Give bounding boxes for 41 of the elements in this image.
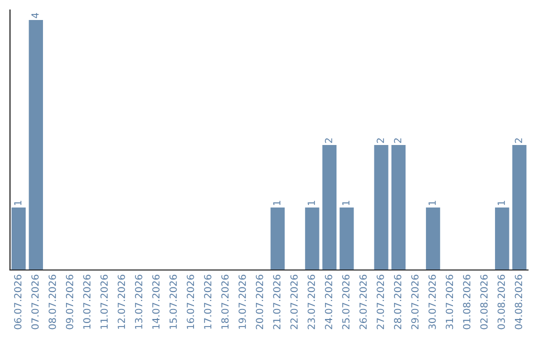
x-tick-label: 24.07.2026 xyxy=(324,274,332,330)
x-tick-label: 02.08.2026 xyxy=(480,274,488,330)
x-tick-label: 13.07.2026 xyxy=(134,274,142,329)
data-label: 1 xyxy=(14,200,22,206)
data-label: 1 xyxy=(273,200,280,206)
x-tick-label: 20.07.2026 xyxy=(256,274,264,330)
x-tick-label: 19.07.2026 xyxy=(238,274,246,329)
data-label: 1 xyxy=(308,200,315,206)
x-tick-label: 16.07.2026 xyxy=(186,274,194,329)
x-tick-label: 30.07.2026 xyxy=(428,274,436,330)
data-label: 2 xyxy=(514,138,522,143)
x-tick-label: 18.07.2026 xyxy=(221,274,229,329)
x-tick-label: 28.07.2026 xyxy=(394,274,402,330)
data-label: 1 xyxy=(428,200,436,206)
x-tick-label: 17.07.2026 xyxy=(204,274,212,329)
x-tick-label: 27.07.2026 xyxy=(376,274,384,330)
x-tick-label: 09.07.2026 xyxy=(66,274,74,330)
data-label: 1 xyxy=(342,200,350,206)
data-label: 2 xyxy=(376,138,384,143)
x-tick-label: 25.07.2026 xyxy=(342,274,350,330)
x-tick-label: 01.08.2026 xyxy=(463,274,470,330)
x-tick-label: 03.08.2026 xyxy=(498,274,505,330)
x-tick-label: 26.07.2026 xyxy=(359,274,367,330)
data-label: 1 xyxy=(498,200,505,206)
x-tick-label: 23.07.2026 xyxy=(308,274,315,330)
x-tick-label: 04.08.2026 xyxy=(514,274,522,330)
x-tick-label: 10.07.2026 xyxy=(83,274,91,329)
x-tick-label: 08.07.2026 xyxy=(48,274,56,330)
data-label: 4 xyxy=(31,12,39,18)
x-tick-label: 31.07.2026 xyxy=(446,274,454,330)
x-tick-label: 07.07.2026 xyxy=(31,274,39,330)
x-tick-label: 21.07.2026 xyxy=(273,274,280,330)
x-tick-label: 15.07.2026 xyxy=(170,274,177,329)
x-tick-label: 22.07.2026 xyxy=(290,274,298,330)
x-tick-label: 12.07.2026 xyxy=(118,274,126,329)
x-tick-label: 11.07.2026 xyxy=(100,274,108,329)
data-label: 2 xyxy=(394,138,402,143)
x-tick-label: 14.07.2026 xyxy=(152,274,160,329)
x-tick-label: 06.07.2026 xyxy=(14,274,22,330)
data-label: 2 xyxy=(324,138,332,143)
x-tick-label: 29.07.2026 xyxy=(411,274,419,330)
